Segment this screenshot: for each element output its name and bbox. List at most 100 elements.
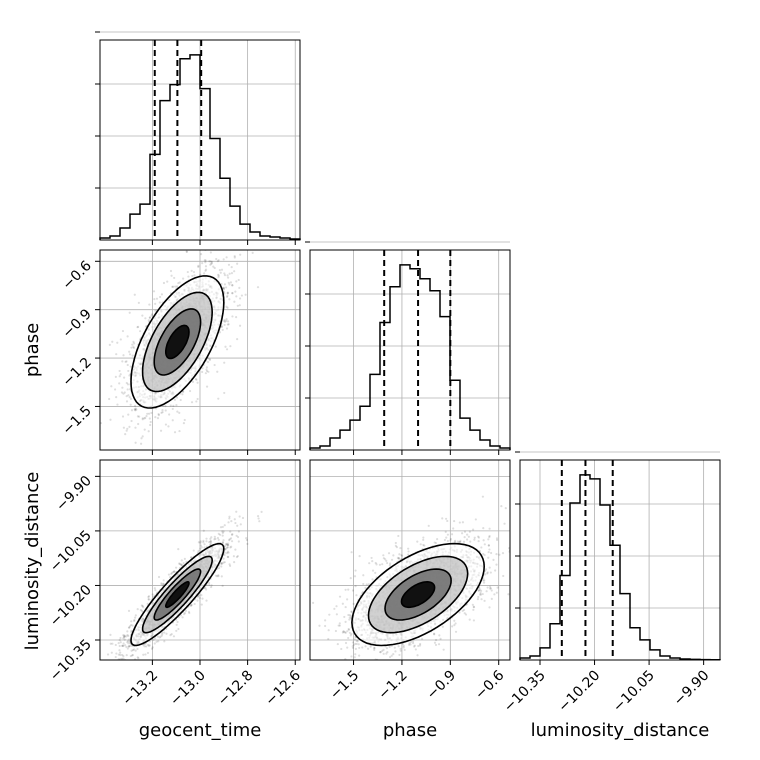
sample-point bbox=[202, 539, 205, 542]
sample-point bbox=[223, 320, 227, 323]
sample-point bbox=[177, 282, 180, 285]
sample-point bbox=[126, 335, 129, 338]
sample-point bbox=[196, 397, 199, 401]
sample-point bbox=[175, 404, 178, 407]
sample-point bbox=[135, 408, 138, 411]
sample-point bbox=[222, 288, 226, 291]
sample-point bbox=[143, 417, 146, 420]
sample-point bbox=[223, 561, 226, 564]
sample-point bbox=[164, 423, 168, 426]
sample-point bbox=[131, 653, 134, 657]
sample-point bbox=[127, 609, 131, 612]
sample-point bbox=[173, 431, 177, 434]
sample-point bbox=[131, 654, 134, 657]
sample-point bbox=[154, 416, 157, 419]
sample-point bbox=[182, 561, 185, 565]
sample-point bbox=[151, 313, 154, 316]
sample-point bbox=[200, 594, 203, 597]
sample-point bbox=[224, 345, 227, 348]
sample-point bbox=[234, 290, 237, 293]
sample-point bbox=[142, 653, 145, 656]
sample-point bbox=[127, 645, 130, 648]
sample-point bbox=[170, 274, 173, 277]
sample-point bbox=[127, 626, 131, 629]
sample-point bbox=[214, 574, 217, 577]
sample-point bbox=[181, 393, 184, 396]
sample-point bbox=[188, 389, 192, 393]
contour-line-3 bbox=[130, 275, 225, 409]
sample-point bbox=[233, 255, 236, 258]
sample-point bbox=[221, 584, 224, 587]
sample-point bbox=[168, 413, 171, 416]
sample-point bbox=[153, 298, 156, 301]
sample-point bbox=[223, 391, 226, 395]
sample-point bbox=[183, 418, 186, 422]
sample-point bbox=[195, 378, 198, 381]
sample-point bbox=[175, 623, 178, 626]
sample-point bbox=[228, 298, 231, 301]
sample-point bbox=[228, 564, 232, 567]
sample-point bbox=[256, 286, 260, 289]
sample-point bbox=[123, 634, 126, 637]
sample-point bbox=[219, 271, 222, 274]
sample-point bbox=[116, 403, 119, 406]
sample-point bbox=[197, 264, 200, 268]
sample-point bbox=[173, 276, 176, 280]
sample-point bbox=[119, 373, 122, 376]
sample-point bbox=[141, 418, 144, 421]
sample-point bbox=[157, 414, 160, 417]
sample-point bbox=[147, 319, 150, 322]
sample-point bbox=[147, 644, 150, 647]
sample-point bbox=[122, 677, 124, 679]
sample-point bbox=[136, 647, 139, 651]
sample-point bbox=[209, 543, 212, 546]
sample-point bbox=[175, 566, 178, 569]
sample-point bbox=[217, 538, 220, 541]
sample-point bbox=[128, 374, 131, 377]
sample-point bbox=[174, 285, 177, 288]
sample-point bbox=[142, 643, 145, 646]
sample-point bbox=[201, 597, 204, 600]
sample-point bbox=[146, 651, 150, 655]
sample-point bbox=[126, 388, 129, 391]
sample-point bbox=[183, 613, 186, 616]
sample-point bbox=[205, 537, 208, 540]
sample-point bbox=[154, 589, 157, 592]
sample-point bbox=[121, 653, 124, 657]
sample-point bbox=[134, 649, 137, 652]
sample-point bbox=[226, 292, 229, 295]
sample-point bbox=[204, 586, 207, 590]
sample-point bbox=[225, 256, 228, 259]
sample-point bbox=[204, 372, 207, 375]
sample-point bbox=[229, 281, 233, 284]
sample-point bbox=[175, 629, 178, 632]
sample-point bbox=[144, 325, 148, 328]
sample-point bbox=[201, 370, 204, 374]
sample-point bbox=[148, 644, 151, 647]
sample-point bbox=[155, 297, 159, 300]
sample-point bbox=[238, 515, 241, 518]
sample-point bbox=[161, 631, 164, 634]
sample-point bbox=[221, 541, 224, 544]
sample-point bbox=[110, 651, 113, 654]
sample-point bbox=[128, 425, 131, 429]
sample-point bbox=[245, 538, 248, 542]
sample-point bbox=[171, 407, 174, 411]
sample-point bbox=[157, 640, 160, 643]
sample-point bbox=[221, 328, 224, 332]
sample-point bbox=[144, 653, 147, 656]
sample-point bbox=[223, 323, 226, 327]
sample-point bbox=[203, 543, 206, 546]
sample-point bbox=[217, 575, 220, 578]
sample-point bbox=[230, 520, 233, 523]
contour-fill-inner bbox=[165, 325, 189, 359]
sample-point bbox=[223, 272, 226, 275]
sample-point bbox=[158, 636, 161, 639]
sample-point bbox=[222, 287, 225, 290]
sample-point bbox=[119, 653, 122, 657]
density-phase-vs-geocent_time bbox=[100, 250, 260, 445]
sample-point bbox=[139, 442, 143, 445]
sample-point bbox=[220, 562, 223, 565]
sample-point bbox=[141, 314, 144, 317]
sample-point bbox=[235, 295, 238, 298]
